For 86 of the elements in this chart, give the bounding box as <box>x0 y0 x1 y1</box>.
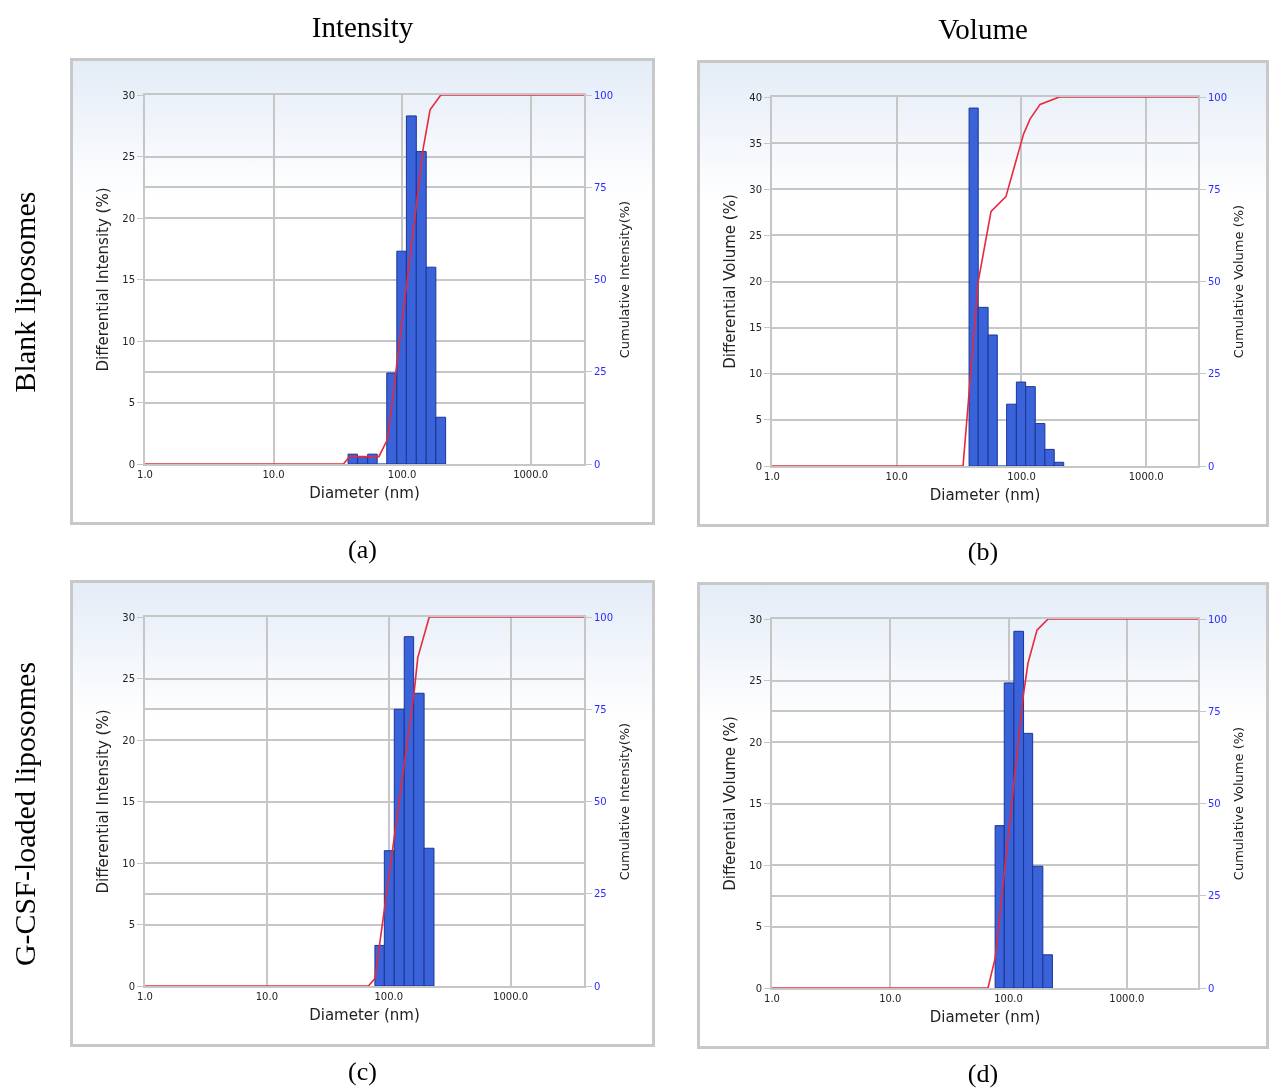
y-tick-label: 0 <box>128 458 135 470</box>
y-axis-title: Differential Volume (%) <box>721 194 740 369</box>
y2-tick-label: 75 <box>1208 705 1221 717</box>
y2-tick-label: 100 <box>1208 91 1228 103</box>
y-tick-label: 15 <box>122 274 135 285</box>
y-tick-label: 25 <box>122 151 135 162</box>
text: G-CSF-loaded liposomes <box>8 661 42 966</box>
chart-title: Volume <box>937 13 1029 46</box>
y-tick-label: 40 <box>749 91 762 103</box>
y2-tick-label: 25 <box>594 366 607 378</box>
text: (a) <box>347 535 378 565</box>
y2-tick-label: 50 <box>1208 798 1221 809</box>
y2-tick-label: 75 <box>594 703 607 715</box>
x-tick-label: 100.0 <box>387 469 417 480</box>
x-tick-label: 1.0 <box>764 471 780 482</box>
y-axis-title: Differential Intensity (%) <box>94 709 113 894</box>
x-tick-label: 1000.0 <box>1128 471 1164 482</box>
y-tick-label: 30 <box>749 613 762 625</box>
x-tick-label: 1.0 <box>137 991 153 1002</box>
y2-axis-title: Cumulative Volume (%) <box>1231 204 1247 359</box>
y-tick-label: 20 <box>122 212 135 224</box>
y-tick-label: 15 <box>122 796 135 807</box>
y-tick-label: 0 <box>755 460 762 472</box>
y-tick-label: 30 <box>122 89 135 101</box>
x-axis-title: Diameter (nm) <box>929 485 1041 504</box>
x-tick-label: 1.0 <box>764 993 780 1004</box>
y-tick-label: 5 <box>755 921 762 932</box>
y-tick-label: 20 <box>749 736 762 748</box>
x-tick-label: 10.0 <box>255 991 278 1002</box>
y2-tick-label: 25 <box>594 888 607 900</box>
x-tick-label: 1000.0 <box>513 469 549 480</box>
y-axis-title: Differential Intensity (%) <box>94 187 113 372</box>
x-tick-label: 100.0 <box>374 991 404 1002</box>
y-tick-label: 20 <box>122 734 135 746</box>
y-tick-label: 20 <box>749 276 762 287</box>
x-axis-title: Diameter (nm) <box>929 1007 1041 1026</box>
x-tick-label: 1000.0 <box>1109 993 1145 1004</box>
y-tick-label: 35 <box>749 137 762 149</box>
y2-tick-label: 100 <box>594 89 614 101</box>
y-tick-label: 10 <box>122 335 135 347</box>
text: (b) <box>966 537 1000 567</box>
text: Blank liposomes <box>8 191 42 392</box>
x-tick-label: 10.0 <box>262 469 285 480</box>
x-tick-label: 1.0 <box>137 469 153 480</box>
y-tick-label: 30 <box>122 611 135 623</box>
y-tick-label: 25 <box>749 675 762 686</box>
y-tick-label: 10 <box>122 857 135 869</box>
y-tick-label: 5 <box>755 414 762 426</box>
y2-tick-label: 100 <box>594 611 614 623</box>
y2-tick-label: 100 <box>1208 613 1228 625</box>
x-tick-label: 100.0 <box>1007 471 1036 482</box>
y2-axis-title: Cumulative Intensity(%) <box>617 722 633 881</box>
y2-tick-label: 75 <box>1208 183 1221 195</box>
x-tick-label: 10.0 <box>879 993 902 1004</box>
y-tick-label: 10 <box>749 368 762 380</box>
y-tick-label: 25 <box>122 673 135 684</box>
y2-tick-label: 0 <box>594 458 601 470</box>
x-tick-label: 100.0 <box>994 993 1023 1004</box>
y2-axis-title: Cumulative Intensity(%) <box>617 200 633 359</box>
y2-tick-label: 50 <box>594 274 607 285</box>
y2-tick-label: 0 <box>1208 982 1215 994</box>
y2-tick-label: 50 <box>1208 276 1221 287</box>
y2-tick-label: 25 <box>1208 368 1221 380</box>
y2-tick-label: 50 <box>594 796 607 807</box>
x-tick-label: 1000.0 <box>493 991 529 1002</box>
y2-tick-label: 0 <box>594 980 601 992</box>
y2-tick-label: 25 <box>1208 890 1221 902</box>
y-tick-label: 0 <box>128 980 135 992</box>
y-tick-label: 15 <box>749 798 762 809</box>
y-tick-label: 25 <box>749 229 762 241</box>
chart-title: Intensity <box>310 11 415 44</box>
y-tick-label: 30 <box>749 183 762 195</box>
y-axis-title: Differential Volume (%) <box>721 716 740 891</box>
x-axis-title: Diameter (nm) <box>309 483 420 502</box>
y-tick-label: 0 <box>755 982 762 994</box>
y2-tick-label: 75 <box>594 181 607 193</box>
y2-axis-title: Cumulative Volume (%) <box>1231 726 1247 881</box>
y-tick-label: 5 <box>128 919 135 930</box>
y-tick-label: 5 <box>128 397 135 408</box>
x-tick-label: 10.0 <box>885 471 908 482</box>
y-tick-label: 10 <box>749 859 762 871</box>
text: (d) <box>966 1059 1000 1089</box>
text: (c) <box>347 1057 378 1087</box>
y-tick-label: 15 <box>749 322 762 334</box>
x-axis-title: Diameter (nm) <box>309 1005 420 1024</box>
y2-tick-label: 0 <box>1208 460 1215 472</box>
